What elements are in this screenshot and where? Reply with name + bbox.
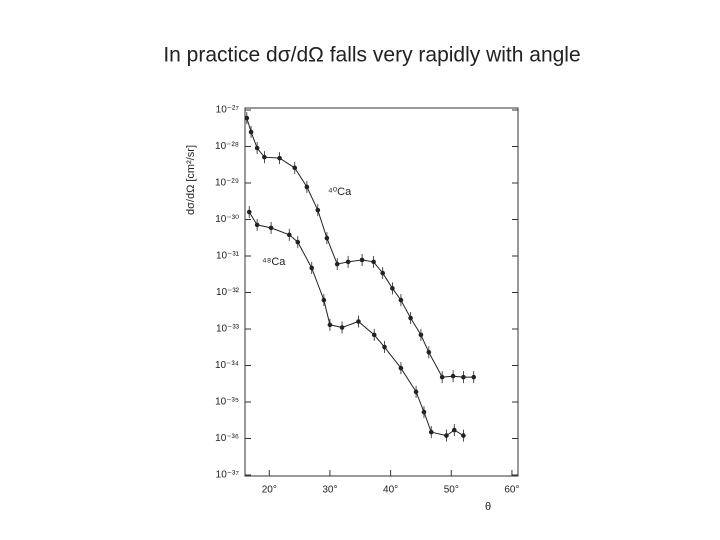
x-axis-label: θ (485, 501, 491, 513)
data-point (421, 409, 427, 415)
data-point (428, 429, 434, 435)
y-tick-label: 10⁻³⁴ (215, 360, 239, 371)
data-point (418, 332, 424, 338)
y-tick-label: 10⁻²⁹ (215, 178, 239, 189)
data-point (277, 155, 282, 161)
series-label: ⁴⁰Ca (328, 186, 352, 198)
data-point (334, 261, 340, 267)
data-point (339, 325, 345, 330)
plot-frame (244, 107, 519, 477)
data-point (439, 374, 445, 380)
x-tick-label: 50° (444, 485, 459, 496)
data-point (262, 154, 267, 160)
data-point (327, 322, 333, 328)
data-point (380, 270, 386, 276)
data-point (450, 373, 456, 379)
data-point (244, 115, 250, 121)
data-point (315, 207, 321, 213)
y-tick-label: 10⁻³⁵ (215, 397, 239, 408)
data-point (359, 257, 365, 263)
data-point (382, 344, 387, 350)
y-axis-label: dσ/dΩ [cm²/sr] (185, 145, 197, 215)
data-point (309, 265, 315, 271)
data-point (461, 433, 466, 438)
data-point (268, 225, 274, 231)
data-point (324, 235, 330, 241)
data-point (321, 297, 327, 303)
data-point (345, 259, 351, 265)
data-point (413, 389, 419, 395)
data-point (452, 427, 457, 433)
y-tick-label: 10⁻³⁶ (215, 433, 239, 444)
data-point (292, 165, 298, 171)
data-point (246, 209, 252, 215)
data-point (304, 184, 310, 190)
data-point (471, 374, 477, 380)
data-point (426, 349, 432, 355)
data-point (295, 239, 301, 245)
x-tick-label: 30° (322, 485, 337, 496)
y-tick-label: 10⁻³⁷ (216, 470, 240, 481)
y-tick-label: 10⁻²⁷ (216, 105, 240, 116)
y-tick-label: 10⁻³⁰ (215, 214, 239, 225)
y-tick-label: 10⁻³³ (216, 324, 240, 335)
series-label: ⁴⁸Ca (262, 256, 286, 268)
data-point (286, 232, 292, 238)
y-tick-label: 10⁻²⁸ (215, 141, 239, 152)
slide-title: In practice dσ/dΩ falls very rapidly wit… (163, 44, 580, 67)
data-point (254, 145, 260, 151)
data-point (398, 365, 404, 371)
data-point (398, 297, 404, 303)
fit-line (248, 211, 464, 437)
data-point (390, 286, 395, 291)
data-point (254, 222, 260, 228)
data-point (461, 374, 466, 380)
y-tick-label: 10⁻³² (216, 287, 240, 298)
data-point (356, 319, 361, 324)
x-tick-label: 20° (262, 485, 277, 496)
data-point (371, 332, 377, 338)
data-point (444, 433, 449, 438)
data-point (248, 129, 254, 135)
y-tick-label: 10⁻³¹ (216, 251, 240, 262)
x-tick-label: 40° (383, 485, 398, 496)
x-tick-label: 60° (504, 485, 519, 496)
data-point (371, 259, 376, 265)
data-point (408, 315, 413, 321)
